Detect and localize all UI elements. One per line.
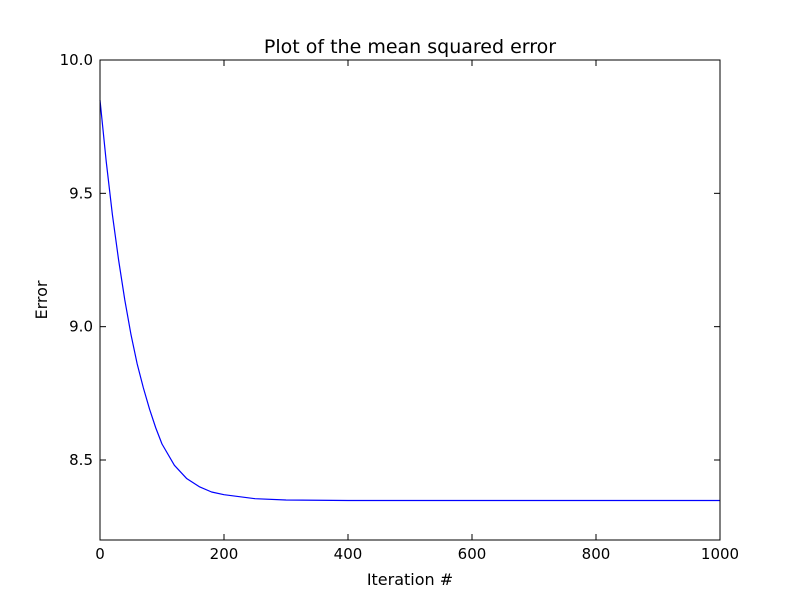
x-tick-label: 400: [334, 545, 363, 563]
series-layer: [99, 99, 720, 502]
axis-ticks: 0 200 400 600 800 1000 8.5 9.0 9.5 10.0: [60, 51, 740, 563]
chart-title: Plot of the mean squared error: [264, 36, 556, 58]
x-tick-label: 0: [95, 545, 105, 563]
y-axis-label: Error: [32, 280, 51, 319]
y-tick-label: 9.0: [69, 318, 93, 336]
x-tick-label: 800: [582, 545, 611, 563]
y-tick-label: 10.0: [60, 51, 93, 69]
y-tick-label: 9.5: [69, 184, 93, 202]
x-tick-label: 200: [210, 545, 239, 563]
y-tick-label: 8.5: [69, 451, 93, 469]
series-line: [99, 99, 720, 502]
x-axis-label: Iteration #: [367, 570, 453, 589]
x-tick-label: 1000: [701, 545, 739, 563]
plot-frame: [99, 59, 721, 541]
x-tick-label: 600: [458, 545, 487, 563]
